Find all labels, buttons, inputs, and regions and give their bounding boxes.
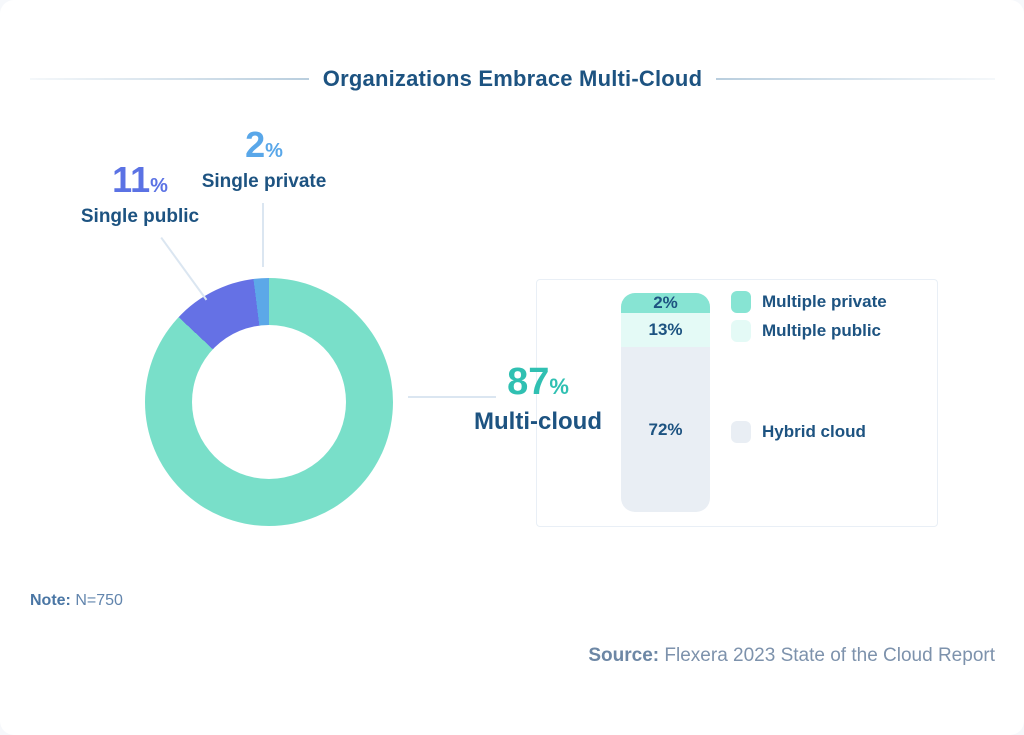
legend-label-hybrid-cloud: Hybrid cloud xyxy=(762,422,866,441)
donut-hole xyxy=(192,325,346,479)
leader-line-single-private xyxy=(262,203,264,267)
note-value: N=750 xyxy=(70,592,123,609)
callout-single-public: 11% Single public xyxy=(58,161,222,228)
legend-swatch-hybrid-cloud xyxy=(731,421,751,443)
single-private-percent-sign: % xyxy=(265,140,283,162)
leader-line-multi-cloud xyxy=(408,396,496,398)
leader-line-single-public xyxy=(160,237,208,301)
stacked-bar: 2% 13% 72% xyxy=(621,293,710,512)
multi-cloud-percent-sign: % xyxy=(549,374,569,399)
bar-segment-hybrid-cloud: 72% xyxy=(621,347,710,512)
legend-item-multiple-public: Multiple public xyxy=(731,320,881,342)
donut-chart xyxy=(145,278,393,526)
legend-label-multiple-public: Multiple public xyxy=(762,321,881,340)
bar-segment-multiple-public: 13% xyxy=(621,313,710,347)
single-public-value: 11 xyxy=(112,159,151,200)
source-value: Flexera 2023 State of the Cloud Report xyxy=(659,645,995,666)
callout-multi-cloud: 87% Multi-cloud xyxy=(456,361,620,436)
single-private-label: Single private xyxy=(201,170,327,192)
source-text: Source: Flexera 2023 State of the Cloud … xyxy=(588,645,995,667)
title-rule-right xyxy=(716,78,996,80)
note-prefix: Note: xyxy=(30,592,71,609)
single-public-label: Single public xyxy=(80,205,200,227)
multi-cloud-value: 87 xyxy=(507,361,550,403)
multi-cloud-label: Multi-cloud xyxy=(474,407,602,435)
legend-label-multiple-private: Multiple private xyxy=(762,292,887,311)
bar-segment-multiple-private: 2% xyxy=(621,293,710,313)
source-prefix: Source: xyxy=(588,645,660,666)
header: Organizations Embrace Multi-Cloud xyxy=(30,66,996,92)
legend-swatch-multiple-private xyxy=(731,291,751,313)
page-title: Organizations Embrace Multi-Cloud xyxy=(322,66,703,91)
single-public-percent-sign: % xyxy=(150,175,168,197)
title-rule-left xyxy=(30,78,309,80)
note-text: Note: N=750 xyxy=(30,592,123,610)
single-private-value: 2 xyxy=(245,124,266,165)
callout-single-private: 2% Single private xyxy=(182,126,346,193)
legend-swatch-multiple-public xyxy=(731,320,751,342)
legend-item-hybrid-cloud: Hybrid cloud xyxy=(731,421,866,443)
legend-item-multiple-private: Multiple private xyxy=(731,291,887,313)
